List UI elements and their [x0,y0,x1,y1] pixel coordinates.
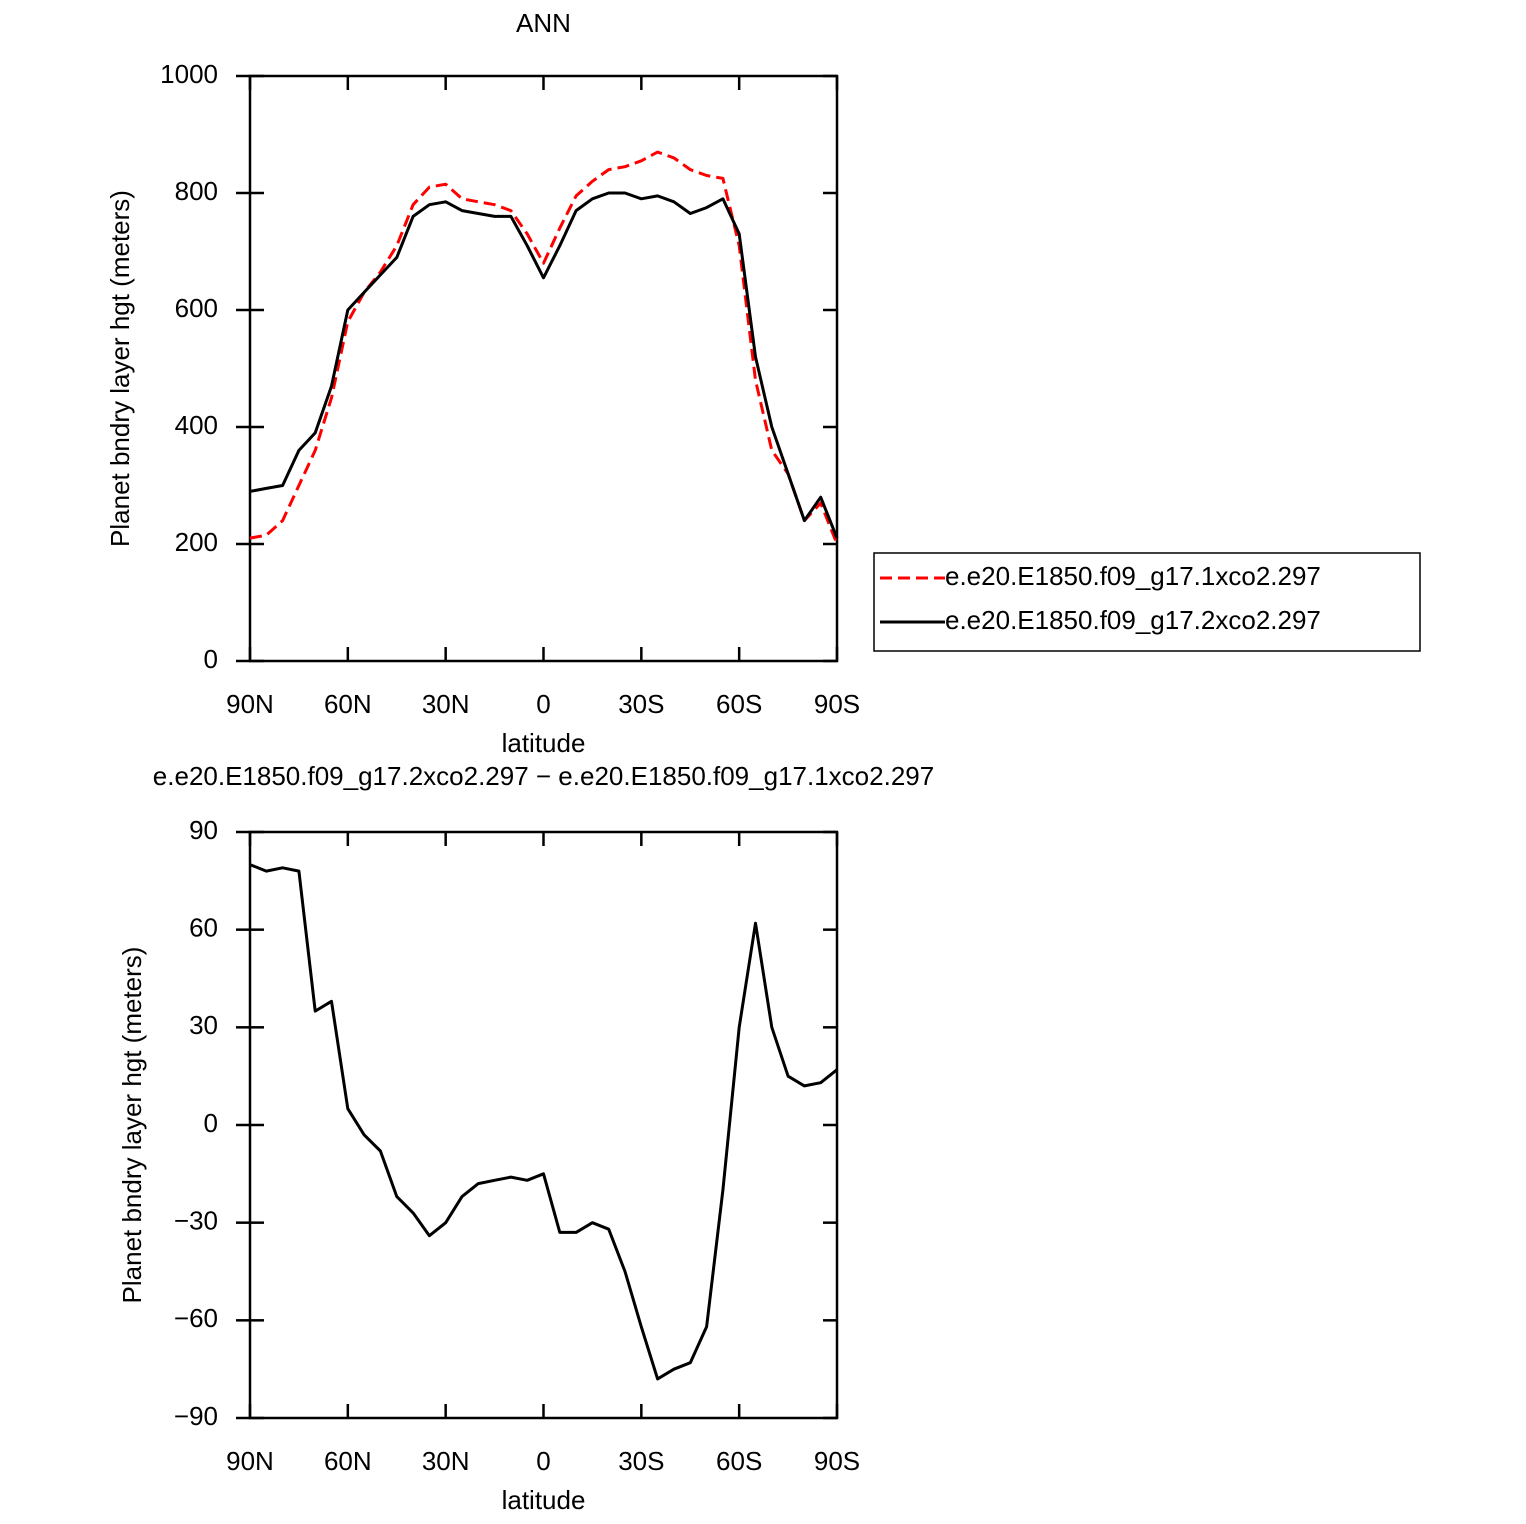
data-line [249,191,839,539]
x-tick-label: 60S [716,1446,762,1476]
x-tick-label: 90N [226,1446,274,1476]
y-tick-label: 60 [189,913,218,943]
y-tick-label: −60 [174,1303,218,1333]
y-tick-label: 400 [175,410,218,440]
legend-label: e.e20.E1850.f09_g17.1xco2.297 [945,561,1321,591]
y-tick-label: 0 [204,644,218,674]
chart-title: e.e20.E1850.f09_g17.2xco2.297 − e.e20.E1… [153,761,934,791]
x-tick-label: 30S [618,1446,664,1476]
y-tick-label: 600 [175,293,218,323]
x-tick-label: 90N [226,689,274,719]
y-tick-label: 200 [175,527,218,557]
x-tick-label: 90S [814,1446,860,1476]
x-tick-label: 60N [324,689,372,719]
y-axis-label: Planet bndry layer hgt (meters) [117,947,147,1304]
plot-frame [248,830,839,1420]
x-tick-label: 0 [536,689,550,719]
y-tick-label: 90 [189,815,218,845]
x-tick-label: 30S [618,689,664,719]
y-tick-label: 1000 [160,59,218,89]
x-tick-label: 0 [536,1446,550,1476]
y-tick-label: −30 [174,1206,218,1236]
x-axis-label: latitude [502,1485,586,1515]
x-tick-label: 30N [422,1446,470,1476]
chart-title: ANN [516,8,571,38]
x-axis-label: latitude [502,728,586,758]
y-tick-label: 30 [189,1010,218,1040]
y-axis-label: Planet bndry layer hgt (meters) [105,190,135,547]
y-tick-label: 0 [204,1108,218,1138]
legend-label: e.e20.E1850.f09_g17.2xco2.297 [945,605,1321,635]
data-line [249,150,839,545]
x-tick-label: 60N [324,1446,372,1476]
x-tick-label: 60S [716,689,762,719]
data-line [249,863,838,1381]
y-tick-label: −90 [174,1401,218,1431]
y-tick-label: 800 [175,176,218,206]
x-tick-label: 90S [814,689,860,719]
x-tick-label: 30N [422,689,470,719]
legend-box [873,552,1421,652]
